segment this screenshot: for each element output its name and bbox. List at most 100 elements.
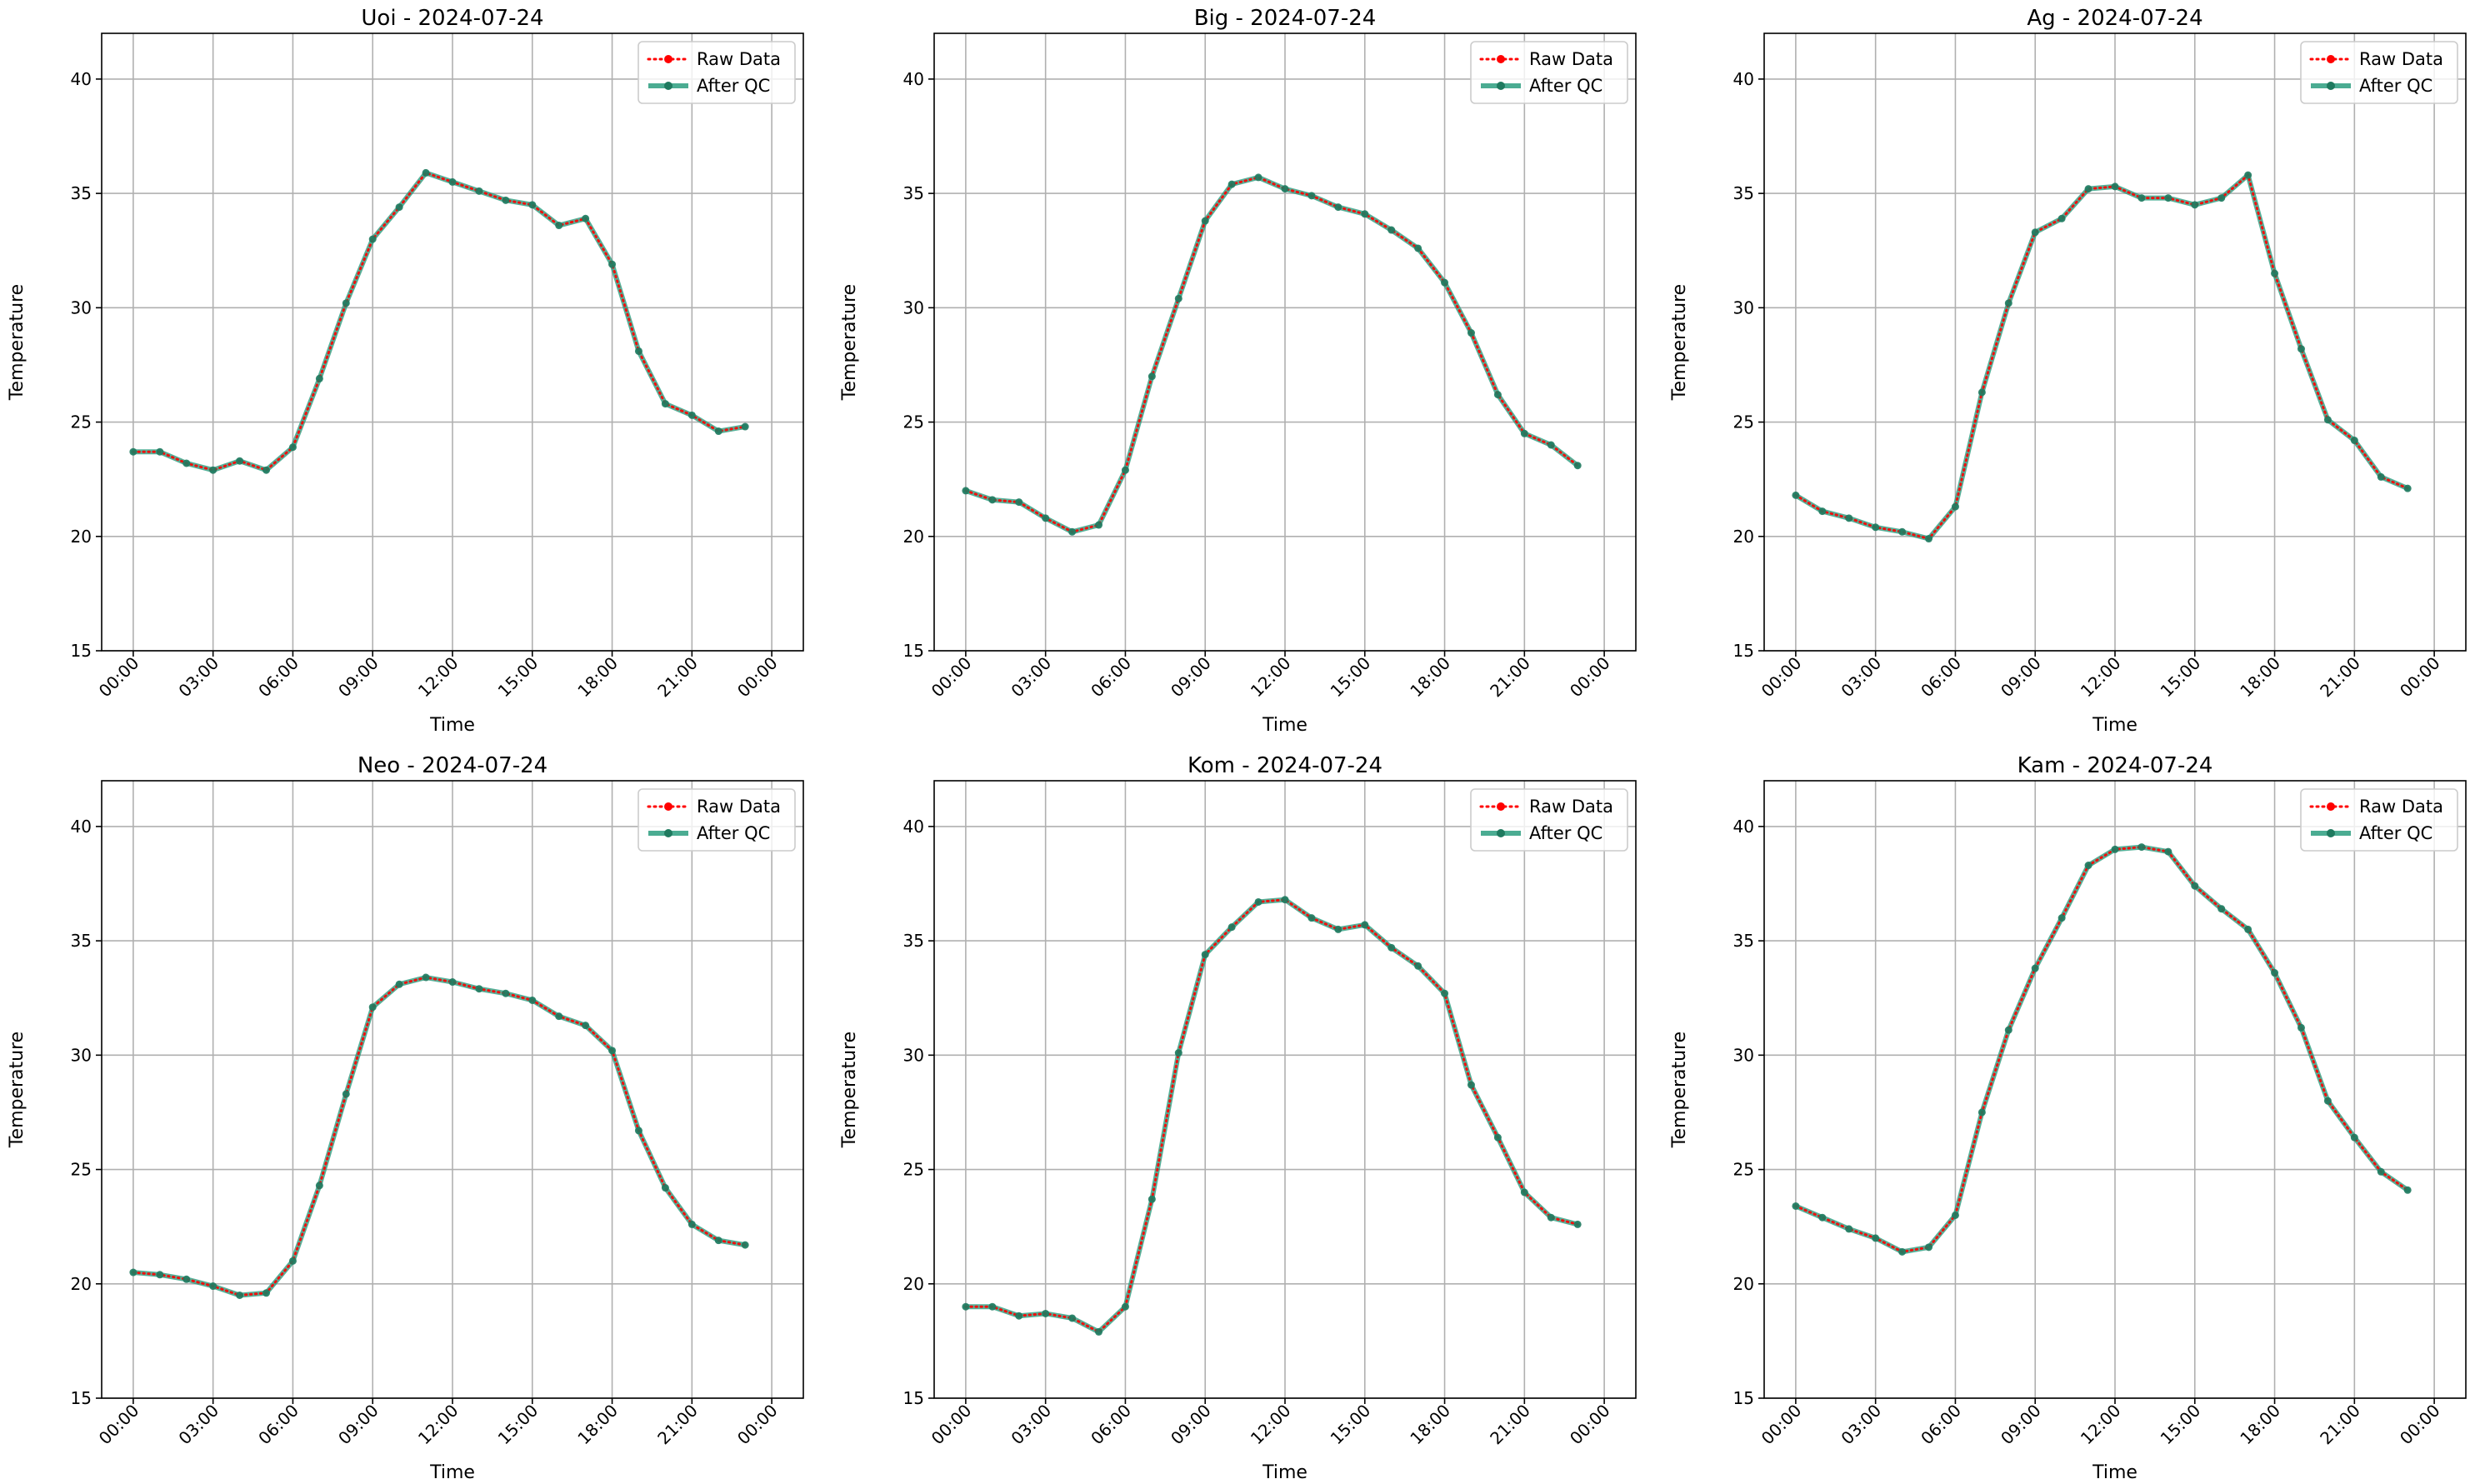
after-qc-point [1308, 192, 1316, 200]
after-qc-point [395, 203, 403, 212]
x-tick-label: 15:00 [1327, 653, 1375, 702]
legend-qc-marker [1497, 82, 1505, 90]
after-qc-point [2058, 214, 2066, 222]
after-qc-line [130, 975, 748, 1298]
after-qc-line [130, 170, 748, 473]
after-qc-point [1174, 1049, 1182, 1057]
after-qc-point [1925, 1243, 1933, 1252]
x-tick-label: 00:00 [733, 1401, 782, 1449]
y-tick-label: 15 [903, 641, 924, 661]
after-qc-point [555, 222, 563, 230]
x-tick-label: 09:00 [334, 653, 382, 702]
legend-raw-label: Raw Data [2359, 49, 2443, 69]
after-qc-point [741, 422, 749, 431]
y-tick-label: 30 [903, 297, 924, 317]
after-qc-point [209, 466, 218, 474]
x-tick-label: 06:00 [1087, 653, 1135, 702]
raw-data-line [1794, 172, 2409, 541]
after-qc-point [422, 168, 430, 177]
x-tick-label: 12:00 [1247, 1401, 1295, 1449]
x-tick-label: 00:00 [1758, 1401, 1806, 1449]
after-qc-point [2377, 1167, 2385, 1176]
after-qc-point [528, 201, 537, 209]
after-qc-point [1792, 491, 1800, 499]
after-qc-point [1095, 521, 1103, 529]
after-qc-point [555, 1012, 563, 1021]
after-qc-point [2218, 194, 2226, 202]
x-tick-label: 00:00 [2396, 653, 2444, 702]
subplot-title: Kom - 2024-07-24 [1188, 753, 1382, 778]
x-tick-label: 15:00 [494, 1401, 542, 1449]
x-axis-label: Time [1262, 715, 1308, 736]
x-tick-label: 03:00 [1007, 1401, 1055, 1449]
legend-raw-marker [664, 55, 672, 63]
y-tick-label: 15 [71, 1388, 92, 1408]
y-tick-label: 30 [903, 1045, 924, 1065]
legend-qc-marker [1497, 829, 1505, 837]
after-qc-point [1467, 329, 1475, 337]
legend-qc-marker [2327, 82, 2335, 90]
x-tick-label: 00:00 [928, 1401, 976, 1449]
y-tick-label: 25 [1733, 1160, 1754, 1180]
raw-data-line [132, 171, 747, 472]
after-qc-point [1493, 391, 1502, 399]
y-tick-label: 20 [1733, 527, 1754, 547]
x-tick-label: 18:00 [1406, 653, 1454, 702]
after-qc-point [2084, 185, 2092, 193]
subplot-title: Uoi - 2024-07-24 [361, 6, 543, 31]
after-qc-point [2297, 1023, 2305, 1032]
legend-qc-label: After QC [2359, 76, 2432, 96]
after-qc-point [475, 985, 483, 993]
after-qc-point [2164, 847, 2172, 856]
after-qc-point [262, 466, 271, 474]
after-qc-point [1898, 1247, 1907, 1256]
after-qc-point [1121, 466, 1129, 474]
x-tick-label: 00:00 [928, 653, 976, 702]
subplot-title: Ag - 2024-07-24 [2027, 6, 2202, 31]
after-qc-point [2350, 437, 2358, 445]
x-tick-label: 12:00 [414, 1401, 462, 1449]
after-qc-point [1951, 502, 1959, 511]
after-qc-point [1334, 203, 1342, 212]
x-tick-label: 12:00 [2077, 1401, 2125, 1449]
after-qc-point [988, 496, 997, 504]
after-qc-point [1978, 1108, 1986, 1117]
x-tick-label: 00:00 [2396, 1401, 2444, 1449]
subplot-3: 15 20 25 30 35 40 00:00 03:00 06:00 09:00 12:00 15:… [1669, 6, 2467, 736]
legend-raw-label: Raw Data [1529, 797, 1613, 817]
legend-qc-marker [664, 829, 672, 837]
after-qc-point [2031, 964, 2039, 972]
y-tick-label: 25 [1733, 412, 1754, 432]
after-qc-point [2031, 228, 2039, 237]
after-qc-point [288, 443, 297, 452]
after-qc-point [1845, 1225, 1853, 1233]
y-axis-label: Temperature [1669, 1032, 1690, 1148]
x-tick-label: 00:00 [733, 653, 782, 702]
after-qc-point [2323, 416, 2332, 424]
after-qc-point [1520, 429, 1528, 437]
legend-raw-marker [1497, 802, 1505, 811]
x-tick-label: 21:00 [653, 1401, 702, 1449]
x-tick-label: 03:00 [1837, 1401, 1885, 1449]
after-qc-point [741, 1241, 749, 1249]
x-tick-label: 15:00 [2157, 1401, 2205, 1449]
after-qc-point [1042, 1309, 1050, 1317]
after-qc-point [129, 447, 138, 456]
after-qc-point [1388, 943, 1396, 952]
after-qc-point [1148, 372, 1156, 381]
y-tick-label: 25 [71, 1160, 92, 1180]
subplot-2: 15 20 25 30 35 40 00:00 03:00 06:00 09:00 12:00 15:… [839, 6, 1637, 736]
after-qc-point [661, 400, 669, 408]
x-tick-label: 18:00 [573, 1401, 622, 1449]
y-tick-label: 15 [71, 641, 92, 661]
after-qc-point [315, 374, 323, 382]
after-qc-point [1148, 1195, 1156, 1203]
after-qc-point [2004, 1026, 2012, 1034]
after-qc-point [1095, 1327, 1103, 1336]
x-tick-label: 00:00 [95, 1401, 143, 1449]
x-axis-label: Time [1262, 1462, 1308, 1483]
x-tick-label: 03:00 [174, 653, 222, 702]
after-qc-point [1334, 925, 1342, 933]
y-tick-label: 25 [71, 412, 92, 432]
after-qc-point [1228, 180, 1236, 188]
